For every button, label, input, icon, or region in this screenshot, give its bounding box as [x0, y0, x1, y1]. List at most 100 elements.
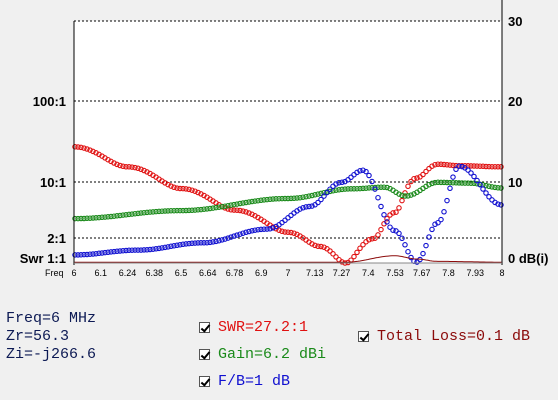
impedance-imag-readout: Zi=-j266.6: [6, 346, 97, 363]
total-loss-checkbox[interactable]: [358, 331, 369, 342]
series-point: [399, 192, 405, 199]
x-tick-label: 6.78: [226, 268, 244, 278]
series-point: [159, 245, 165, 251]
series-point: [378, 203, 384, 210]
series-point: [249, 198, 255, 205]
series-point: [309, 241, 315, 247]
series-point: [180, 185, 186, 192]
series-point: [342, 186, 348, 192]
series-point: [369, 184, 375, 191]
series-point: [171, 207, 177, 214]
series-point: [258, 197, 264, 204]
series-point: [141, 209, 147, 216]
series-point: [90, 148, 96, 155]
series-point: [318, 190, 324, 197]
series-point: [489, 184, 495, 190]
series-point: [117, 248, 123, 254]
fb-checkbox[interactable]: [199, 376, 210, 387]
series-point: [177, 185, 183, 192]
series-point: [444, 162, 450, 168]
series-point: [288, 229, 294, 236]
series-point: [306, 193, 312, 199]
series-point: [207, 239, 213, 246]
series-point: [114, 161, 120, 168]
swr-checkbox[interactable]: [199, 322, 210, 333]
series-point: [129, 164, 135, 170]
series-point: [255, 197, 261, 204]
series-point: [114, 213, 120, 219]
series-point: [117, 212, 123, 219]
series-point: [198, 240, 204, 246]
frequency-readout: Freq=6 MHz: [6, 310, 97, 327]
series-point: [426, 181, 432, 188]
series-point: [426, 234, 432, 240]
gain-checkbox[interactable]: [199, 349, 210, 360]
swr-legend[interactable]: SWR=27.2:1: [199, 319, 308, 336]
series-point: [72, 144, 78, 150]
series-point: [435, 179, 441, 186]
series-point: [438, 216, 444, 223]
series-point: [132, 164, 138, 171]
series-point: [156, 245, 162, 252]
series-point: [189, 240, 195, 247]
series-point: [252, 227, 258, 233]
series-point: [171, 184, 177, 191]
series-point: [135, 210, 141, 217]
series-point: [132, 247, 138, 253]
series-point: [195, 240, 201, 246]
series-point: [84, 251, 90, 258]
series-point: [192, 240, 198, 246]
series-point: [441, 179, 447, 186]
impedance-real-readout: Zr=56.3: [6, 328, 70, 345]
series-point: [135, 247, 141, 253]
series-point: [339, 186, 345, 193]
series-point: [192, 207, 198, 213]
series-point: [453, 180, 459, 186]
x-tick-label: 7.27: [333, 268, 351, 278]
series-point: [450, 174, 456, 180]
series-point: [483, 182, 489, 189]
series-point: [99, 250, 105, 256]
series-point: [435, 161, 441, 167]
series-point: [420, 250, 426, 257]
series-point: [147, 209, 153, 215]
series-point: [78, 252, 84, 258]
series-point: [336, 187, 342, 193]
series-point: [468, 170, 474, 176]
series-point: [72, 215, 78, 222]
series-point: [297, 194, 303, 201]
series-point: [447, 185, 453, 192]
series-point: [111, 160, 117, 166]
series-point: [81, 215, 87, 222]
series-point: [390, 227, 396, 233]
series-point: [351, 186, 357, 192]
series-point: [372, 235, 378, 241]
series-point: [111, 248, 117, 255]
series-point: [492, 184, 498, 191]
series-point: [261, 226, 267, 232]
series-point: [81, 145, 87, 151]
series-point: [237, 200, 243, 207]
series-point: [111, 213, 117, 219]
series-point: [123, 164, 129, 170]
series-point: [465, 167, 471, 173]
total-loss-legend[interactable]: Total Loss=0.1 dB: [358, 328, 530, 345]
series-point: [354, 185, 360, 192]
series-point: [396, 230, 402, 237]
series-point: [162, 244, 168, 251]
series-point: [207, 205, 213, 212]
series-point: [252, 198, 258, 204]
series-point: [291, 195, 297, 202]
series-point: [321, 193, 327, 199]
gain-legend[interactable]: Gain=6.2 dBi: [199, 346, 326, 363]
series-point: [414, 175, 420, 181]
series-point: [144, 247, 150, 253]
series-point: [183, 207, 189, 214]
series-point: [219, 203, 225, 210]
fb-legend[interactable]: F/B=1 dB: [199, 373, 290, 390]
series-point: [87, 215, 93, 221]
series-point: [405, 248, 411, 255]
series-point: [399, 197, 405, 204]
series-point: [108, 249, 114, 255]
series-point: [300, 194, 306, 200]
